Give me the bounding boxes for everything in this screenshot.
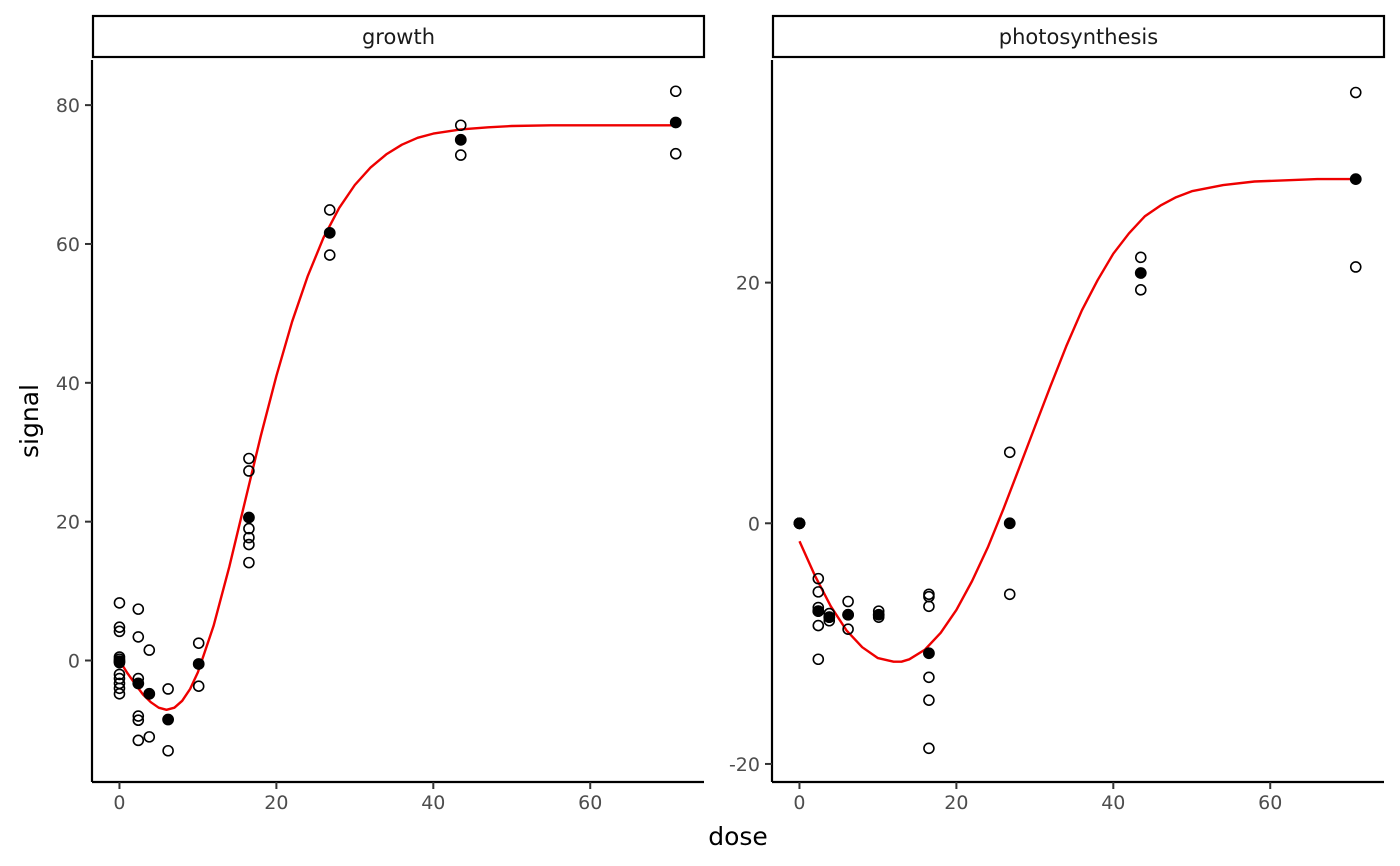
- x-axis-title: dose: [708, 822, 768, 851]
- x-tick-label-growth: 40: [421, 792, 445, 814]
- mean-point-growth: [454, 133, 467, 146]
- observation-point-photosynthesis: [923, 600, 935, 613]
- strip-label-photosynthesis: photosynthesis: [999, 25, 1158, 49]
- fit-curve-photosynthesis: [798, 177, 1356, 663]
- mean-point-photosynthesis: [812, 605, 825, 618]
- observation-point-growth: [113, 625, 126, 638]
- observation-point-growth: [113, 682, 126, 695]
- x-tick-label-photosynthesis: 60: [1258, 792, 1282, 814]
- mean-point-growth: [669, 116, 682, 129]
- x-tick-label-growth: 20: [264, 792, 288, 814]
- observation-point-growth: [132, 710, 145, 722]
- y-axis-title: signal: [15, 384, 44, 458]
- panel-growth: growth 0 20 40 60 0 20 40 60 80: [56, 14, 706, 814]
- observation-point-growth: [243, 531, 255, 544]
- y-tick-label-growth: 40: [56, 373, 80, 395]
- y-tick-label-growth: 0: [68, 651, 80, 673]
- mean-point-growth: [323, 226, 336, 239]
- mean-point-photosynthesis: [1134, 267, 1147, 279]
- mean-point-growth: [132, 677, 145, 690]
- x-tick-label-growth: 0: [113, 792, 125, 814]
- observation-point-growth: [113, 668, 126, 681]
- mean-point-photosynthesis: [1349, 173, 1362, 186]
- observation-point-growth: [132, 631, 145, 643]
- observation-point-growth: [132, 603, 145, 615]
- panel-photosynthesis: photosynthesis 0 20 40 60 -20 0 20: [729, 14, 1386, 814]
- observation-point-growth: [243, 538, 255, 551]
- observation-point-growth: [243, 465, 255, 477]
- observation-point-photosynthesis: [812, 653, 825, 666]
- y-tick-label-growth: 20: [56, 512, 80, 534]
- observation-point-growth: [454, 149, 467, 161]
- mean-point-photosynthesis: [872, 608, 885, 621]
- observation-point-photosynthesis: [812, 586, 825, 598]
- mean-point-photosynthesis: [793, 517, 806, 530]
- y-tick-label-photosynthesis: -20: [729, 754, 760, 776]
- x-tick-label-photosynthesis: 20: [944, 792, 968, 814]
- observation-point-growth: [454, 119, 467, 132]
- observation-point-photosynthesis: [842, 595, 854, 608]
- observation-point-growth: [243, 522, 255, 535]
- observation-point-photosynthesis: [812, 572, 825, 585]
- observation-point-growth: [669, 85, 682, 98]
- observation-point-growth: [143, 644, 156, 656]
- x-tick-label-photosynthesis: 0: [793, 792, 805, 814]
- observation-point-growth: [132, 734, 145, 747]
- observation-point-growth: [162, 683, 174, 695]
- strip-photosynthesis: [771, 14, 1386, 59]
- plot-area-growth: 0 20 40 60 0 20 40 60 80: [56, 60, 704, 814]
- observation-point-photosynthesis: [923, 742, 935, 755]
- observation-point-growth: [192, 637, 205, 649]
- observation-point-growth: [143, 731, 156, 743]
- observation-point-growth: [669, 147, 682, 160]
- observation-point-growth: [113, 597, 126, 609]
- observation-point-growth: [323, 249, 336, 261]
- mean-point-growth: [243, 511, 255, 524]
- observation-point-growth: [113, 688, 126, 700]
- y-tick-label-photosynthesis: 20: [736, 273, 760, 295]
- mean-point-growth: [113, 655, 126, 668]
- y-tick-label-growth: 60: [56, 234, 80, 256]
- observation-point-growth: [162, 744, 174, 757]
- observation-point-photosynthesis: [923, 671, 935, 684]
- fit-curve-growth: [118, 124, 676, 711]
- mean-point-photosynthesis: [823, 611, 836, 624]
- plot-area-photosynthesis: 0 20 40 60 -20 0 20: [729, 60, 1384, 814]
- observation-point-growth: [243, 452, 255, 465]
- observation-point-photosynthesis: [923, 694, 935, 706]
- y-tick-label-photosynthesis: 0: [748, 513, 760, 535]
- observation-point-photosynthesis: [1134, 284, 1147, 296]
- mean-point-photosynthesis: [923, 647, 935, 660]
- x-tick-label-photosynthesis: 40: [1101, 792, 1125, 814]
- observation-point-growth: [132, 714, 145, 727]
- observation-point-photosynthesis: [812, 619, 825, 632]
- mean-point-growth: [162, 713, 175, 726]
- observation-point-growth: [192, 680, 205, 692]
- mean-point-photosynthesis: [842, 608, 855, 621]
- observation-point-photosynthesis: [842, 623, 854, 635]
- mean-point-growth: [143, 687, 156, 700]
- observation-point-growth: [243, 556, 255, 569]
- observation-point-growth: [323, 204, 336, 216]
- mean-point-growth: [192, 658, 205, 670]
- y-tick-label-growth: 80: [56, 95, 80, 117]
- observation-point-growth: [113, 621, 126, 633]
- observation-point-photosynthesis: [1003, 446, 1016, 459]
- strip-label-growth: growth: [362, 25, 435, 49]
- mean-point-photosynthesis: [1003, 517, 1016, 530]
- observation-point-photosynthesis: [1003, 588, 1016, 601]
- observation-point-photosynthesis: [1349, 261, 1362, 273]
- strip-growth: [91, 14, 706, 59]
- x-tick-label-growth: 60: [578, 792, 602, 814]
- observation-point-photosynthesis: [1134, 251, 1147, 264]
- observation-point-photosynthesis: [1349, 86, 1362, 99]
